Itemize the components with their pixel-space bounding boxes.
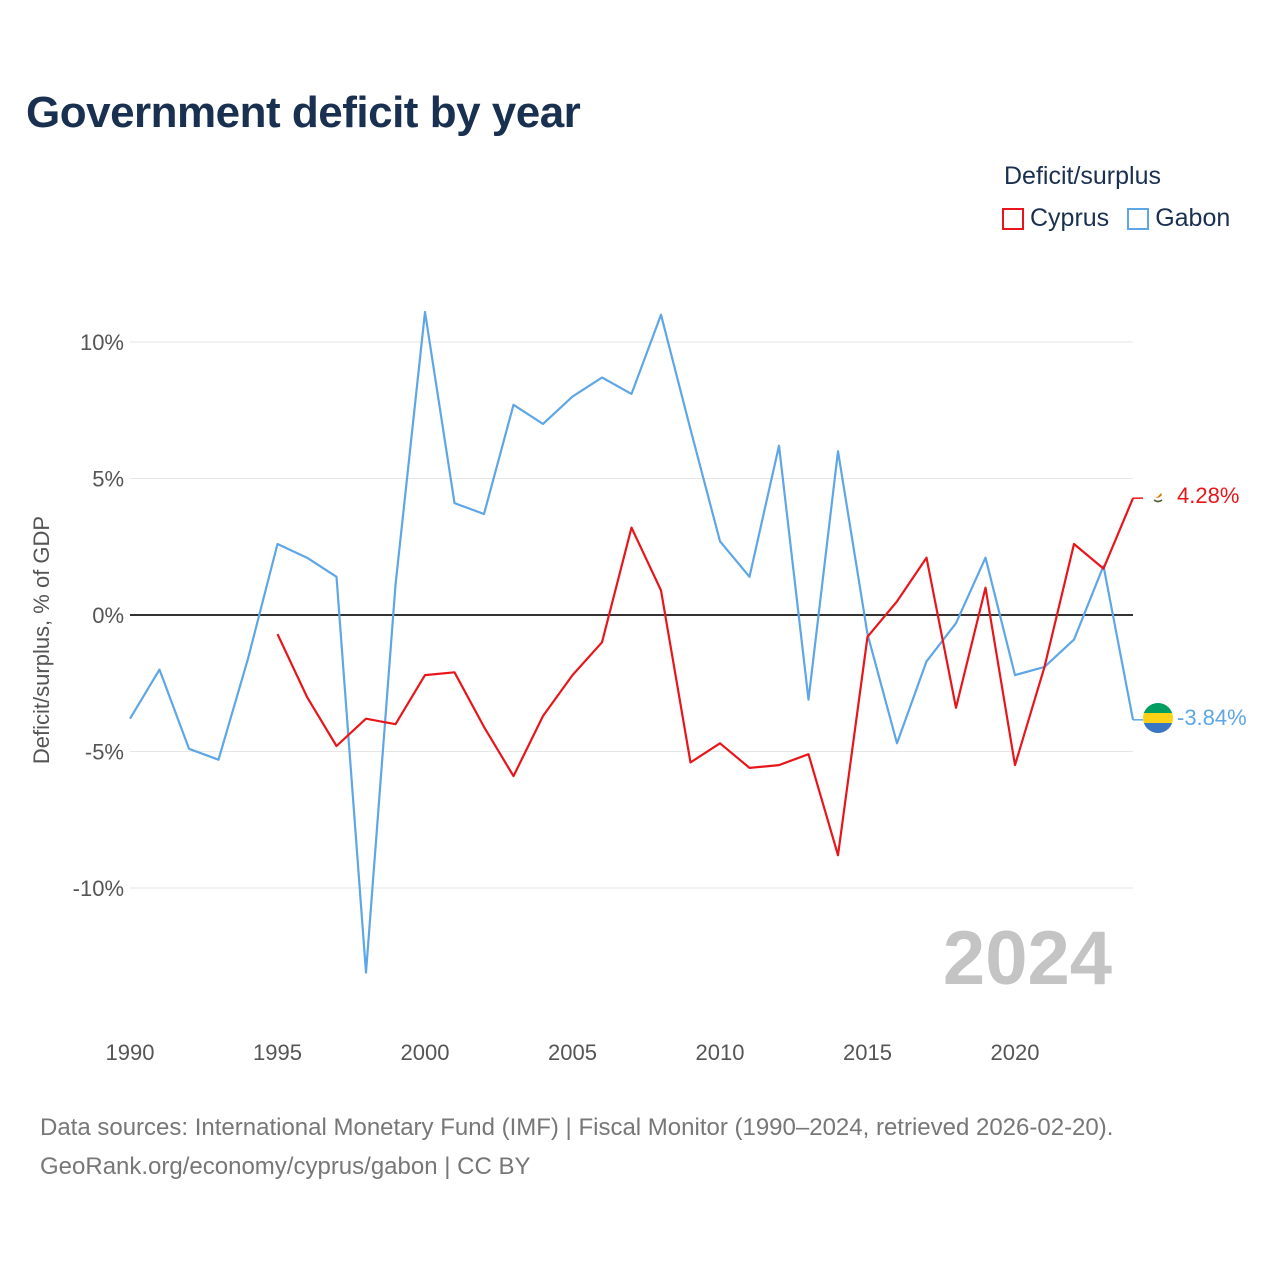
x-tick-label: 1995 <box>253 1040 302 1065</box>
legend-label-gabon: Gabon <box>1155 204 1231 232</box>
cyprus-flag-icon <box>1150 489 1166 505</box>
x-axis-ticks: 1990 1995 2000 2005 2010 2015 2020 <box>106 1040 1040 1065</box>
legend: Cyprus Gabon <box>1002 204 1248 233</box>
gabon-end-label: -3.84% <box>1177 705 1247 730</box>
y-axis-ticks: 10% 5% 0% -5% -10% <box>73 330 124 901</box>
legend-swatch-gabon <box>1127 207 1150 230</box>
source-line: Data sources: International Monetary Fun… <box>40 1114 1114 1141</box>
x-tick-label: 2010 <box>696 1040 745 1065</box>
y-axis-label: Deficit/surplus, % of GDP <box>29 516 54 764</box>
y-tick-label: 5% <box>92 467 124 492</box>
end-labels: 4.28% -3.84% <box>1143 483 1247 733</box>
legend-swatch-cyprus <box>1002 207 1024 230</box>
year-watermark: 2024 <box>943 916 1112 1001</box>
y-tick-label: 0% <box>92 603 124 628</box>
cyprus-end-label: 4.28% <box>1177 483 1239 508</box>
attribution-line[interactable]: GeoRank.org/economy/cyprus/gabon | CC BY <box>40 1153 531 1180</box>
legend-item-cyprus[interactable]: Cyprus <box>1002 204 1109 233</box>
y-tick-label: -5% <box>85 740 124 765</box>
legend-title: Deficit/surplus <box>1004 162 1161 190</box>
legend-label-cyprus: Cyprus <box>1030 204 1110 232</box>
y-tick-label: 10% <box>80 330 124 355</box>
x-tick-label: 2000 <box>401 1040 450 1065</box>
data-source-note: Data sources: International Monetary Fun… <box>40 1108 1113 1186</box>
legend-item-gabon[interactable]: Gabon <box>1127 204 1230 233</box>
series-line-gabon <box>129 310 1135 974</box>
series-line-cyprus <box>276 497 1135 857</box>
series-lines <box>129 310 1143 974</box>
x-tick-label: 2015 <box>843 1040 892 1065</box>
y-tick-label: -10% <box>73 876 124 901</box>
x-tick-label: 2020 <box>991 1040 1040 1065</box>
gridlines <box>130 341 1133 889</box>
gabon-flag-icon <box>1143 703 1173 733</box>
x-tick-label: 2005 <box>548 1040 597 1065</box>
chart-title: Government deficit by year <box>26 88 581 137</box>
x-tick-label: 1990 <box>106 1040 155 1065</box>
